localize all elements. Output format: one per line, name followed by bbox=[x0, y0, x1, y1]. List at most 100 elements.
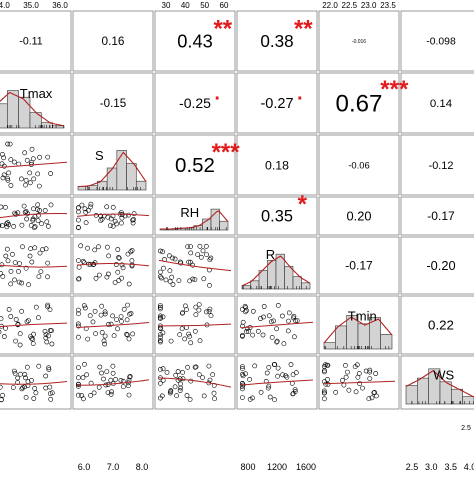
histogram-bar bbox=[439, 381, 452, 405]
scatter-point bbox=[78, 243, 84, 249]
top-tick-label: 50 bbox=[200, 1, 209, 10]
scatter-point bbox=[97, 364, 103, 370]
correlation-value: 0.52 bbox=[175, 154, 215, 177]
scatter-point bbox=[90, 319, 96, 325]
panel-border bbox=[72, 10, 154, 72]
smooth-line bbox=[0, 161, 68, 168]
scatter-panel bbox=[76, 243, 150, 287]
scatter-point bbox=[9, 251, 15, 257]
scatter-point bbox=[45, 302, 51, 308]
scatter-point bbox=[114, 317, 119, 322]
top-tick-label: 40 bbox=[181, 1, 190, 10]
scatter-point bbox=[157, 334, 163, 340]
scatter-point bbox=[163, 277, 169, 283]
histogram-bar bbox=[126, 163, 137, 191]
scatter-point bbox=[198, 254, 204, 260]
scatter-point bbox=[124, 317, 130, 323]
correlation-cell: -0.25. bbox=[179, 83, 220, 111]
scatter-point bbox=[28, 222, 34, 228]
scatter-point bbox=[108, 321, 114, 327]
scatter-point bbox=[96, 244, 101, 250]
panel-border bbox=[72, 196, 154, 236]
scatter-point bbox=[0, 262, 5, 268]
scatter-point bbox=[23, 394, 29, 400]
scatter-point bbox=[355, 374, 361, 380]
scatter-point bbox=[0, 223, 5, 229]
scatter-point bbox=[157, 339, 163, 345]
scatter-point bbox=[76, 375, 81, 381]
scatter-point bbox=[35, 218, 41, 224]
scatter-point bbox=[112, 280, 118, 285]
scatter-point bbox=[76, 365, 81, 370]
scatter-point bbox=[157, 313, 163, 319]
scatter-point bbox=[157, 248, 163, 254]
panel-border bbox=[318, 196, 400, 236]
scatter-point bbox=[118, 377, 124, 383]
scatter-point bbox=[27, 170, 33, 176]
scatter-point bbox=[182, 336, 188, 342]
scatter-point bbox=[116, 255, 121, 260]
scatter-point bbox=[11, 159, 17, 165]
scatter-point bbox=[101, 376, 106, 382]
scatter-panel bbox=[157, 302, 232, 346]
correlation-value: -0.17 bbox=[345, 259, 373, 273]
scatter-point bbox=[5, 176, 10, 181]
scatter-point bbox=[125, 302, 130, 308]
panel-border bbox=[236, 355, 318, 410]
scatter-point bbox=[12, 277, 17, 283]
scatter-point bbox=[27, 180, 33, 186]
scatter-point bbox=[207, 257, 213, 263]
top-tick-label: 22.5 bbox=[342, 1, 358, 10]
scatter-point bbox=[18, 371, 23, 377]
scatter-point bbox=[110, 370, 116, 376]
scatter-point bbox=[76, 224, 81, 230]
scatter-panel bbox=[321, 362, 396, 402]
scatter-point bbox=[157, 274, 163, 280]
scatter-point bbox=[82, 361, 87, 367]
scatter-point bbox=[93, 275, 99, 281]
scatter-point bbox=[76, 323, 81, 329]
scatter-point bbox=[280, 372, 285, 378]
panel-border bbox=[154, 236, 236, 295]
correlation-value: 0.22 bbox=[428, 318, 454, 333]
scatter-point bbox=[42, 208, 48, 213]
scatter-point bbox=[48, 396, 54, 402]
scatter-point bbox=[193, 364, 199, 370]
bottom-tick-label: 7.0 bbox=[107, 462, 120, 472]
scatter-point bbox=[258, 316, 263, 321]
scatter-point bbox=[124, 331, 129, 337]
scatter-point bbox=[291, 313, 297, 319]
scatter-point bbox=[353, 389, 359, 395]
smooth-line bbox=[76, 322, 150, 328]
histogram-bar bbox=[323, 342, 336, 350]
histogram-Tmin: Tmin bbox=[323, 309, 393, 350]
scatter-point bbox=[239, 323, 245, 329]
significance-stars: *** bbox=[212, 139, 241, 166]
scatter-point bbox=[13, 211, 19, 217]
scatter-point bbox=[180, 369, 185, 375]
smooth-line bbox=[76, 213, 150, 217]
scatter-point bbox=[247, 396, 253, 402]
scatter-point bbox=[119, 215, 125, 221]
correlation-value: -0.016 bbox=[352, 39, 366, 45]
scatter-point bbox=[240, 319, 246, 325]
smooth-line bbox=[158, 377, 232, 388]
scatter-point bbox=[35, 207, 40, 212]
scatter-point bbox=[6, 170, 12, 176]
scatter-point bbox=[193, 304, 199, 310]
scatter-point bbox=[247, 376, 252, 382]
scatter-point bbox=[129, 258, 135, 264]
scatter-point bbox=[244, 326, 250, 331]
scatter-point bbox=[92, 308, 98, 314]
panel-border bbox=[400, 236, 474, 295]
scatter-point bbox=[187, 278, 192, 284]
histogram-S: S bbox=[77, 148, 147, 191]
scatter-point bbox=[36, 183, 42, 189]
scatter-point bbox=[193, 312, 199, 318]
correlation-value: 0.43 bbox=[177, 30, 213, 51]
scatter-point bbox=[200, 375, 205, 380]
scatter-point bbox=[203, 243, 209, 249]
histogram-bar bbox=[417, 377, 429, 405]
scatter-point bbox=[188, 378, 194, 384]
scatter-point bbox=[46, 367, 52, 372]
